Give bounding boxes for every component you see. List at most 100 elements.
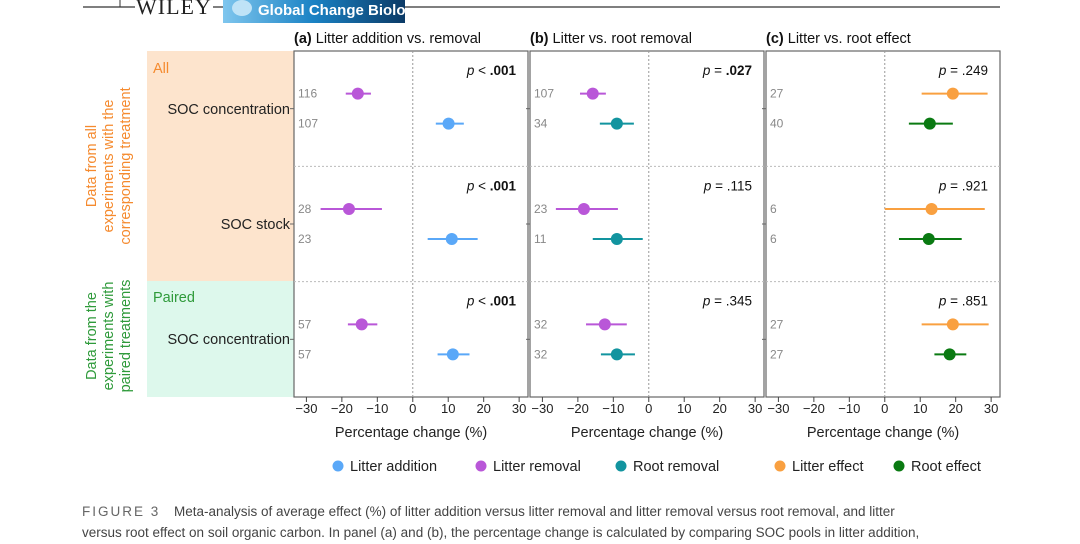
sample-size: 23 (298, 232, 312, 246)
p-number: .345 (726, 294, 752, 309)
sample-size: 28 (298, 202, 312, 216)
p-operator: = (946, 178, 961, 193)
panel-title: (b) Litter vs. root removal (530, 31, 692, 47)
x-axis-label: Percentage change (%) (807, 425, 959, 441)
caption-line-2: versus root effect on soil organic carbo… (82, 525, 919, 540)
p-value: p = .345 (702, 294, 752, 309)
x-tick-label: 10 (677, 401, 691, 416)
mean-point (445, 233, 458, 245)
group-band-paired (147, 281, 294, 397)
p-number: .001 (490, 63, 517, 78)
row-label: SOC stock (221, 217, 291, 233)
p-value: p = .027 (702, 63, 752, 78)
side-label-line: corresponding treatment (118, 87, 134, 244)
legend-item: Litter removal (475, 459, 581, 475)
legend-label: Root effect (911, 459, 981, 475)
panel-title-text: Litter vs. root effect (784, 31, 911, 47)
sample-size: 32 (534, 347, 548, 361)
legend-label: Litter removal (493, 459, 581, 475)
legend-marker (615, 460, 627, 472)
x-tick-label: −10 (838, 401, 860, 416)
panel-1: (b) Litter vs. root removal −30 −20 −10 0 10 2… (526, 31, 765, 441)
legend-label: Litter addition (350, 459, 437, 475)
side-label-line: Data from all (84, 125, 100, 207)
p-symbol: p (466, 294, 475, 309)
legend: Litter addition Litter removal Root remova… (332, 459, 981, 475)
p-value: p = .851 (938, 294, 988, 309)
panels: (a) Litter addition vs. removal −30 −20 −10… (290, 31, 1001, 441)
sample-size: 107 (534, 87, 554, 101)
journal-name: Global Change Biology (258, 2, 424, 19)
x-axis-label: Percentage change (%) (571, 425, 723, 441)
mean-point (342, 203, 355, 215)
p-number: .249 (962, 63, 988, 78)
p-value: p = .921 (938, 178, 988, 193)
x-tick-label: 0 (881, 401, 888, 416)
mean-point (610, 348, 623, 361)
panel-0: (a) Litter addition vs. removal −30 −20 −10… (290, 31, 529, 441)
mean-point (586, 87, 599, 100)
p-symbol: p (702, 63, 711, 78)
group-band-all (147, 51, 294, 281)
p-operator: < (474, 63, 489, 78)
mean-point (943, 348, 956, 361)
p-value: p < .001 (466, 63, 517, 78)
p-symbol: p (938, 294, 947, 309)
publisher-logo: WILEY (136, 0, 212, 19)
panel-frame (293, 50, 529, 398)
mean-point (923, 117, 936, 130)
group-tag-all: All (153, 61, 169, 77)
panel-letter: (a) (294, 31, 312, 47)
sample-size: 6 (770, 202, 777, 216)
p-value: p = .249 (938, 63, 988, 78)
panel-title-text: Litter vs. root removal (549, 31, 692, 47)
x-tick-label: −20 (331, 401, 353, 416)
p-symbol: p (466, 178, 475, 193)
legend-label: Root removal (633, 459, 719, 475)
panel-letter: (c) (766, 31, 784, 47)
x-tick-label: 0 (409, 401, 416, 416)
x-tick-label: 30 (748, 401, 762, 416)
x-tick-label: −30 (295, 401, 317, 416)
x-tick-label: 30 (984, 401, 998, 416)
x-tick-label: −30 (531, 401, 553, 416)
x-tick-label: 10 (441, 401, 455, 416)
mean-point (577, 203, 590, 215)
sample-size: 23 (534, 202, 548, 216)
mean-point (446, 348, 459, 361)
side-label-line: paired treatments (118, 280, 134, 393)
x-tick-label: 30 (512, 401, 526, 416)
side-label-line: Data from the (84, 292, 100, 380)
x-tick-label: 0 (645, 401, 652, 416)
x-tick-label: −10 (366, 401, 388, 416)
mean-point (946, 87, 959, 100)
x-tick-label: −10 (602, 401, 624, 416)
sample-size: 107 (298, 117, 318, 131)
panel-title: (c) Litter vs. root effect (766, 31, 911, 47)
mean-point (351, 87, 364, 100)
p-number: .001 (490, 294, 517, 309)
x-tick-label: −30 (767, 401, 789, 416)
sample-size: 27 (770, 347, 784, 361)
x-axis-label: Percentage change (%) (335, 425, 487, 441)
p-operator: = (946, 63, 961, 78)
p-operator: = (710, 294, 725, 309)
p-operator: = (711, 178, 726, 193)
sample-size: 32 (534, 317, 548, 331)
p-operator: = (946, 294, 961, 309)
sample-size: 34 (534, 117, 548, 131)
p-symbol: p (702, 294, 711, 309)
legend-label: Litter effect (792, 459, 863, 475)
p-symbol: p (466, 63, 475, 78)
p-number: .115 (727, 178, 752, 193)
panel-title: (a) Litter addition vs. removal (294, 31, 481, 47)
sample-size: 6 (770, 232, 777, 246)
legend-marker (332, 460, 344, 472)
caption-line-1: Meta-analysis of average effect (%) of l… (174, 504, 895, 519)
p-value: p = .115 (703, 178, 752, 193)
side-label-line: experiments with (101, 282, 117, 391)
sample-size: 27 (770, 87, 784, 101)
legend-item: Root removal (615, 459, 719, 475)
panel-frame (765, 50, 1001, 398)
